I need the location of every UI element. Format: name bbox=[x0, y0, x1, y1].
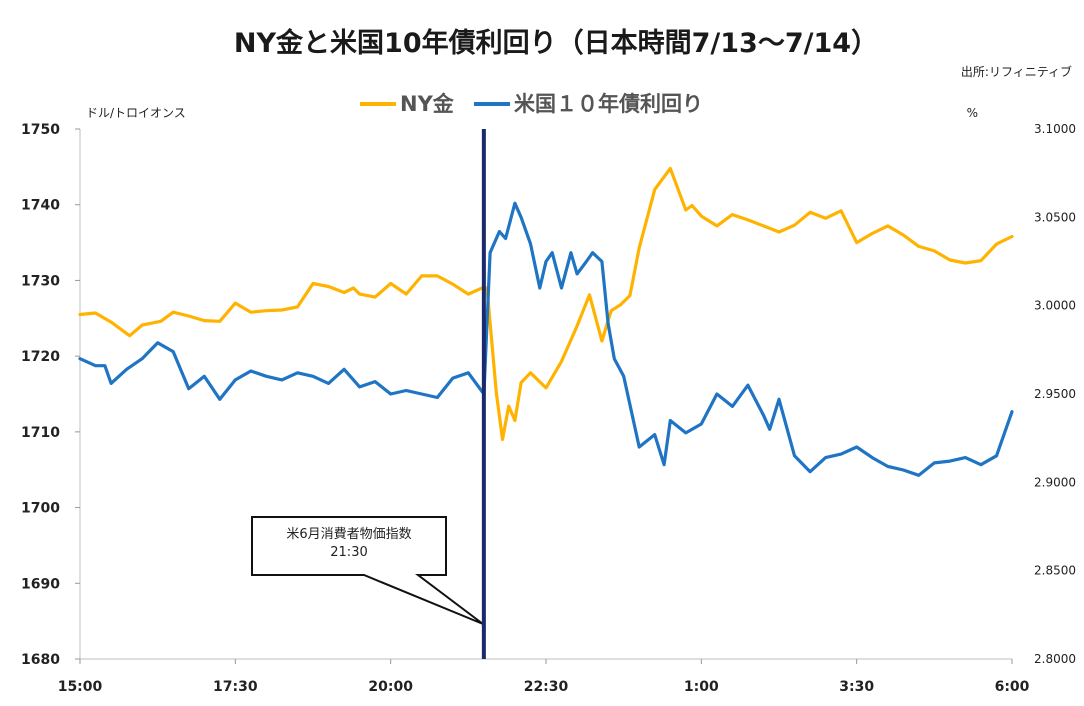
y-left-tick-label: 1740 bbox=[21, 198, 60, 214]
y-left-tick-label: 1700 bbox=[21, 501, 60, 517]
event-callout-box bbox=[251, 516, 484, 625]
x-tick-label: 22:30 bbox=[524, 679, 569, 695]
x-tick-label: 20:00 bbox=[368, 679, 413, 695]
x-tick-label: 1:00 bbox=[684, 679, 719, 695]
event-callout-label: 米6月消費者物価指数 bbox=[286, 527, 411, 542]
y-right-tick-label: 3.0500 bbox=[1034, 210, 1076, 224]
event-layer: 米6月消費者物価指数 21:30 bbox=[251, 129, 486, 659]
x-tick-label: 15:00 bbox=[58, 679, 103, 695]
axes: 1680 1690 1700 1710 1720 1730 1740 1750 2.8000 2.… bbox=[21, 122, 1076, 695]
y-right-tick-label: 3.1000 bbox=[1034, 122, 1076, 136]
right-axis-unit: % bbox=[967, 106, 978, 120]
y-left-tick-label: 1710 bbox=[21, 425, 60, 441]
event-callout-time: 21:30 bbox=[330, 545, 367, 560]
series-layer bbox=[78, 166, 1014, 477]
y-left-tick-label: 1750 bbox=[21, 122, 60, 138]
legend-label-yield: 米国１０年債利回り bbox=[514, 92, 703, 116]
legend-label-gold: NY金 bbox=[400, 92, 455, 116]
y-left-tick-label: 1730 bbox=[21, 273, 60, 289]
y-right-tick-label: 3.0000 bbox=[1034, 299, 1076, 313]
x-tick-label: 17:30 bbox=[213, 679, 258, 695]
series-line-gold bbox=[78, 166, 1014, 441]
x-tick-label: 6:00 bbox=[995, 679, 1030, 695]
series-line-yield bbox=[78, 201, 1014, 477]
y-right-tick-label: 2.8000 bbox=[1034, 652, 1076, 666]
left-axis-unit: ドル/トロイオンス bbox=[86, 106, 186, 120]
y-right-tick-label: 2.9500 bbox=[1034, 387, 1076, 401]
y-left-tick-label: 1680 bbox=[21, 652, 60, 668]
chart-title: NY金と米国10年債利回り（日本時間7/13〜7/14） bbox=[234, 27, 878, 59]
legend: NY金 米国１０年債利回り bbox=[360, 92, 703, 116]
y-right-tick-label: 2.8500 bbox=[1034, 564, 1076, 578]
y-left-tick-label: 1720 bbox=[21, 349, 60, 365]
y-right-tick-label: 2.9000 bbox=[1034, 475, 1076, 489]
source-note: 出所:リフィニティブ bbox=[961, 64, 1072, 79]
y-left-tick-label: 1690 bbox=[21, 576, 60, 592]
x-tick-label: 3:30 bbox=[839, 679, 874, 695]
